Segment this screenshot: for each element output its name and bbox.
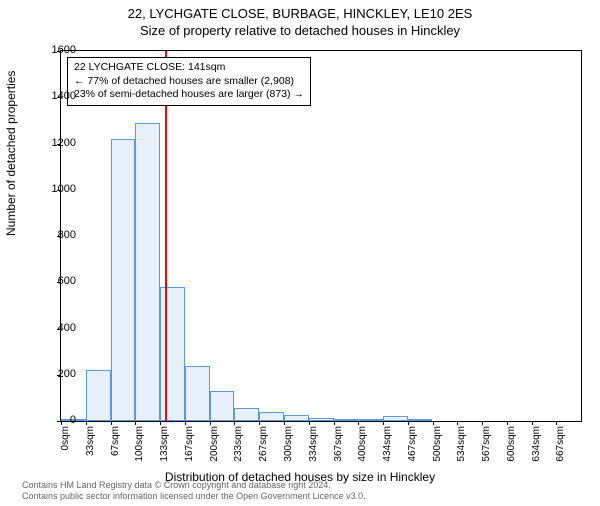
attribution-line: Contains HM Land Registry data © Crown c… [22, 480, 366, 491]
x-tick-label: 33sqm [85, 426, 96, 466]
histogram-bar [234, 408, 259, 421]
title-sub: Size of property relative to detached ho… [0, 23, 600, 38]
x-tick-label: 400sqm [357, 426, 368, 466]
annotation-box: 22 LYCHGATE CLOSE: 141sqm← 77% of detach… [67, 57, 311, 106]
annotation-line: ← 77% of detached houses are smaller (2,… [74, 75, 304, 89]
x-tick-label: 300sqm [283, 426, 294, 466]
x-tick-label: 500sqm [432, 426, 443, 466]
x-tick-label: 634sqm [531, 426, 542, 466]
annotation-line: 23% of semi-detached houses are larger (… [74, 88, 304, 102]
y-tick-label: 1000 [42, 183, 76, 195]
histogram-bar [383, 416, 408, 421]
histogram-bar [309, 418, 334, 421]
y-tick-label: 1200 [42, 137, 76, 149]
histogram-bar [86, 370, 111, 421]
x-tick-label: 567sqm [481, 426, 492, 466]
title-main: 22, LYCHGATE CLOSE, BURBAGE, HINCKLEY, L… [0, 6, 600, 21]
x-tick-label: 200sqm [209, 426, 220, 466]
annotation-line: 22 LYCHGATE CLOSE: 141sqm [74, 61, 304, 75]
histogram-bar [160, 287, 185, 421]
histogram-bar [210, 391, 235, 421]
x-tick-label: 534sqm [456, 426, 467, 466]
histogram-bar [284, 415, 309, 421]
attribution-text: Contains HM Land Registry data © Crown c… [22, 480, 366, 502]
y-axis-label: Number of detached properties [4, 71, 18, 236]
x-tick-label: 334sqm [308, 426, 319, 466]
y-tick-label: 600 [42, 275, 76, 287]
x-tick-label: 667sqm [555, 426, 566, 466]
x-tick-label: 133sqm [159, 426, 170, 466]
histogram-bar [135, 123, 160, 421]
x-tick-label: 600sqm [506, 426, 517, 466]
y-tick-label: 200 [42, 368, 76, 380]
histogram-bar [185, 366, 210, 422]
histogram-bar [358, 419, 383, 421]
x-tick-label: 100sqm [134, 426, 145, 466]
x-tick-label: 434sqm [382, 426, 393, 466]
y-tick-label: 400 [42, 322, 76, 334]
x-tick-label: 0sqm [60, 426, 71, 466]
histogram-bar [259, 412, 284, 421]
attribution-line: Contains public sector information licen… [22, 491, 366, 502]
y-tick-label: 1400 [42, 90, 76, 102]
histogram-chart: 22 LYCHGATE CLOSE: 141sqm← 77% of detach… [60, 50, 582, 422]
y-tick-label: 800 [42, 229, 76, 241]
reference-line [165, 51, 167, 421]
x-tick-label: 233sqm [233, 426, 244, 466]
y-tick-label: 1600 [42, 44, 76, 56]
y-tick-label: 0 [42, 414, 76, 426]
x-tick-label: 67sqm [110, 426, 121, 466]
histogram-bar [111, 139, 136, 421]
histogram-bar [408, 419, 433, 421]
x-tick-label: 267sqm [258, 426, 269, 466]
histogram-bar [334, 419, 359, 421]
x-tick-label: 367sqm [333, 426, 344, 466]
x-tick-label: 467sqm [407, 426, 418, 466]
x-tick-label: 167sqm [184, 426, 195, 466]
